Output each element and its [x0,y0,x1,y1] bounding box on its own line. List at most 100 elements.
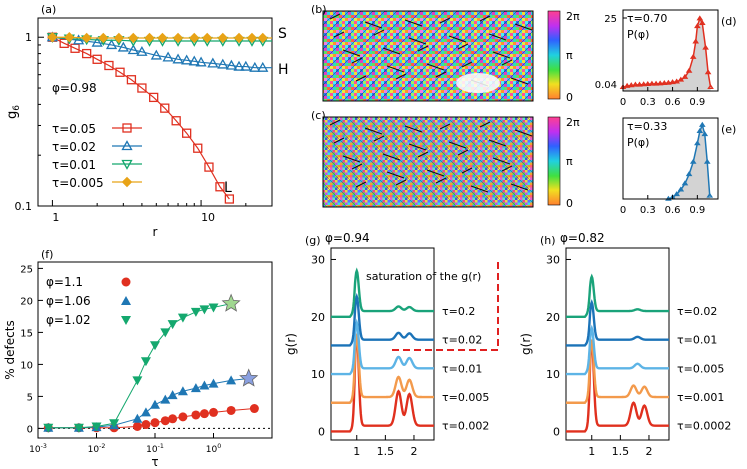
panel-c-defect-streak [417,151,429,158]
panel-d-point [704,69,712,75]
panel-g-ytick-label: 10 [311,368,325,381]
panel-a-point [233,60,245,71]
panel-h-letter: (h) [540,234,556,247]
panel-a-legend-marker [121,140,133,151]
panel-b-defect-streak [404,19,423,27]
panel-c-defect-streak [395,179,407,186]
panel-e-xtick-label: 0 [620,205,626,216]
panel-a-phi-annotation: φ=0.98 [52,81,97,95]
panel-a-xtick-label: 10 [201,211,215,224]
panel-d-ytick-bottom: 0.04 [595,80,617,91]
panel-e-point [685,171,693,177]
panel-a-point [217,58,229,69]
panel-c-defect-streak [329,119,341,126]
panel-a-point [149,92,159,103]
panel-a-point [127,44,139,55]
panel-c-cbar-top: 2π [566,116,580,129]
panel-a-legend-label: τ=0.005 [52,176,104,190]
panel-c-defect-streak [439,123,451,130]
panel-a-point [126,75,137,85]
panel-e-letter: (e) [721,123,736,136]
panel-b-defect-streak [426,63,445,71]
panel-c-defect-streak [435,177,447,184]
panel-a-legend-label: τ=0.01 [52,158,96,172]
panel-c-defect-streak [386,171,405,179]
panel-a-point [224,194,235,204]
panel-e-point [694,140,701,146]
panel-a-ytick-label: 0.1 [15,200,33,213]
panel-f-ytick-label: 25 [20,264,33,275]
panel-f-xtick-label: 100 [206,443,221,455]
panel-a-ytick-label: 1 [25,31,32,44]
panel-e-point [696,127,704,133]
panel-f-point [109,419,120,429]
panel-a-point [64,32,75,43]
panel-d-point [644,80,652,86]
panel-a-point [182,128,192,138]
panel-c-defect-streak [351,163,363,170]
panel-b-defect-streak [408,37,427,45]
panel-a-point [188,55,200,66]
panel-b-defect-streak [501,59,513,66]
panel-a-frame [37,17,273,207]
panel-h-curve-label: τ=0.02 [677,305,717,318]
panel-d-xtick-label: 0.9 [689,97,705,108]
panel-c-cbar-bottom: 0 [566,197,573,210]
panel-a-point [47,32,58,43]
panel-f-series-line [48,377,249,429]
panel-a-point [195,56,207,67]
panel-b-defect-streak [514,23,533,31]
panel-a-point [189,32,200,44]
panel-f-xlabel: τ [151,455,158,469]
panel-b-defect-streak [364,21,383,29]
panel-a-ylabel: g6 [5,105,22,119]
panel-g-ytick-label: 20 [311,311,325,324]
panel-f-point [150,399,160,409]
panel-a-point [225,59,238,70]
panel-a-legend-label: τ=0.05 [52,122,96,136]
panel-d-point [673,78,680,84]
panel-h-curve-label: τ=0.01 [677,334,717,347]
panel-f-legend-label: φ=1.1 [46,275,83,289]
panel-e-point [706,192,714,198]
panel-h-xtick-label: 1 [588,445,595,458]
panel-d-tau: τ=0.70 [627,12,667,25]
panel-d-point [669,79,676,85]
panel-g-title: φ=0.94 [325,231,370,245]
panel-f-point [209,407,218,417]
panel-a-point [137,83,147,93]
panel-f-point [191,410,201,420]
panel-d-point [632,81,639,87]
panel-f-point [177,386,188,396]
panel-f-point [249,404,259,414]
panel-a-series-line [52,36,272,39]
panel-a-point [81,32,92,44]
panel-c-defect-streak [448,141,467,149]
panel-a-point [257,32,268,44]
panel-a-point [181,54,193,65]
panel-d-point [696,15,704,21]
panel-c-defect-streak [342,155,361,163]
panel-a-point [115,67,125,77]
panel-f-ytick-label: 0 [27,424,33,435]
panel-d-point [623,82,631,88]
panel-a-point [240,60,252,71]
panel-e-area [668,125,710,199]
panel-f-xtick-label: 10-2 [88,443,106,455]
panel-a-point [98,32,109,44]
panel-f-star-marker [221,293,241,312]
panel-d-point [661,80,668,86]
panel-d-point [694,23,701,29]
panel-g-xtick-label: 1 [353,445,360,458]
panel-a-label-L: L [224,180,232,196]
panel-a-legend-marker [122,123,132,133]
panel-d-point [699,19,706,25]
panel-a-series-line [52,36,272,42]
panel-g-curve [331,333,434,404]
panel-b-cbar-mid: π [566,49,573,62]
panel-f-point [43,423,54,433]
panel-g-ylabel: g(r) [284,333,298,355]
panel-b-defect-streak [373,29,385,36]
panel-c-defect-streak [457,149,469,156]
panel-f-point [132,413,143,423]
